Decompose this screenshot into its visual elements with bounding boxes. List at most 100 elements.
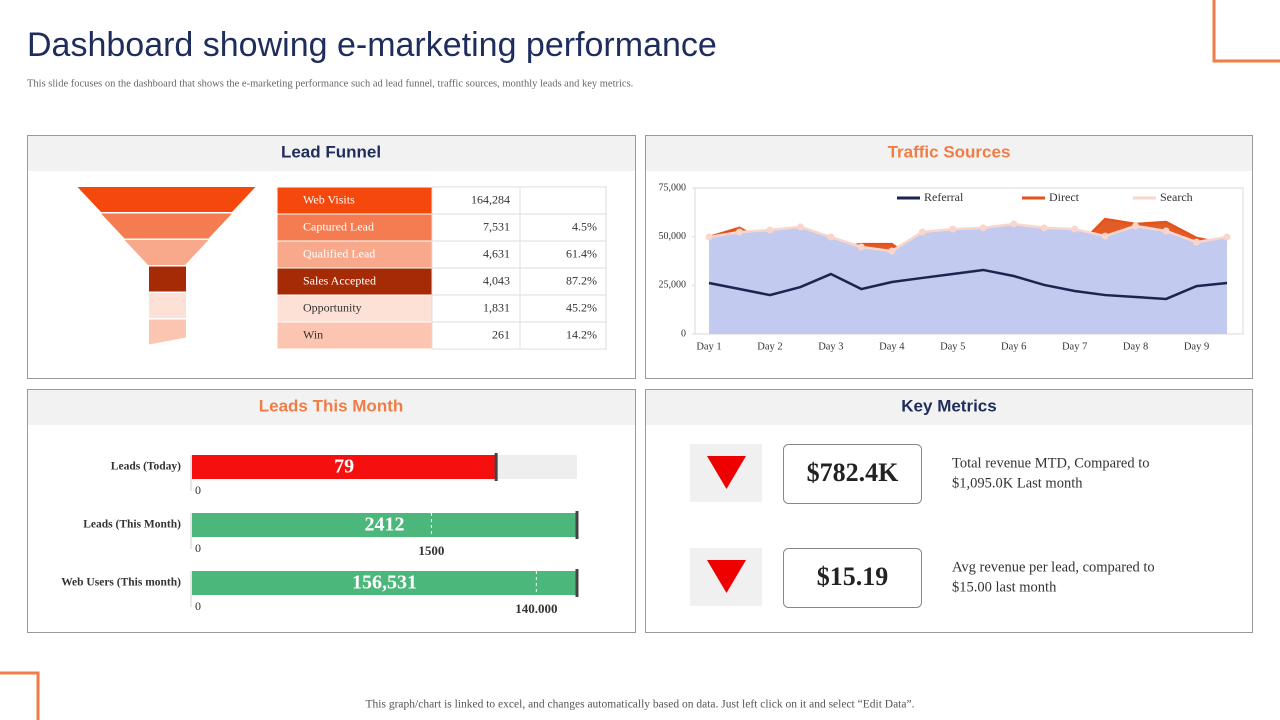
series-marker — [1193, 238, 1201, 246]
x-tick-label: Day 2 — [757, 341, 782, 352]
series-marker — [827, 233, 835, 241]
y-tick-label: 50,000 — [659, 231, 687, 242]
table-cell — [276, 321, 433, 350]
panel-frame — [27, 389, 636, 633]
row-label: Win — [303, 327, 323, 341]
x-tick-label: Day 6 — [1001, 341, 1026, 352]
gauge-label: Leads (This Month) — [83, 519, 181, 531]
row-value: 4,631 — [483, 246, 510, 260]
row-label: Opportunity — [303, 300, 362, 314]
metric-value: $15.19 — [817, 562, 889, 591]
row-percent: 87.2% — [566, 273, 597, 287]
table-cell — [276, 294, 433, 323]
series-marker — [705, 233, 713, 241]
corner-decoration — [0, 671, 40, 720]
panel-title: Key Metrics — [901, 396, 996, 415]
gauge-bar — [192, 455, 497, 479]
row-percent: 4.5% — [572, 219, 597, 233]
gauge-min: 0 — [195, 483, 201, 497]
table-cell — [519, 294, 607, 323]
row-value: 261 — [492, 327, 510, 341]
metric-description: Avg revenue per lead, compared to — [952, 559, 1155, 575]
gauge-bar — [192, 571, 577, 595]
legend-label: Direct — [1049, 190, 1080, 204]
x-tick-label: Day 7 — [1062, 341, 1087, 352]
funnel-segment — [124, 240, 209, 265]
gauge-end-marker — [575, 569, 579, 597]
table-cell — [431, 240, 521, 269]
series-marker — [1162, 227, 1170, 235]
gauge-target-label: 140.000 — [515, 601, 557, 616]
gauge-min: 0 — [195, 599, 201, 613]
row-label: Captured Lead — [303, 219, 374, 233]
table-cell — [519, 321, 607, 350]
series-marker — [1040, 224, 1048, 232]
subtitle: This slide focuses on the dashboard that… — [27, 78, 633, 89]
gauge-end-marker — [494, 453, 498, 481]
panel-header — [646, 390, 1252, 425]
table-cell — [519, 240, 607, 269]
gauge-min: 0 — [195, 541, 201, 555]
table-cell — [519, 213, 607, 242]
row-percent: 14.2% — [566, 327, 597, 341]
table-cell — [431, 213, 521, 242]
table-cell — [519, 267, 607, 296]
funnel-segment — [77, 187, 256, 212]
row-value: 7,531 — [483, 219, 510, 233]
down-arrow-icon — [707, 456, 746, 489]
panel-title: Traffic Sources — [888, 142, 1011, 161]
x-tick-label: Day 3 — [818, 341, 843, 352]
gauge-value: 79 — [334, 456, 354, 478]
x-tick-label: Day 5 — [940, 341, 965, 352]
series-marker — [1010, 220, 1018, 228]
funnel-segment — [149, 319, 186, 345]
series-marker — [1071, 225, 1079, 233]
footer: This graph/chart is linked to excel, and… — [366, 699, 915, 711]
series-marker — [949, 225, 957, 233]
series-marker — [1101, 232, 1109, 240]
x-tick-label: Day 4 — [879, 341, 905, 352]
metric-value-box — [783, 444, 922, 504]
series-marker — [735, 228, 743, 236]
series-marker — [1132, 222, 1140, 230]
series-marker — [1223, 233, 1231, 241]
gauge-label: Leads (Today) — [111, 461, 181, 473]
series-area — [709, 224, 1227, 334]
gauge-target-label: 1500 — [418, 543, 444, 558]
panel: Leads This Month — [27, 389, 636, 633]
row-label: Sales Accepted — [303, 273, 376, 287]
corner-decoration — [1212, 0, 1280, 63]
gauge-end-marker — [575, 511, 579, 539]
panel-title: Leads This Month — [259, 396, 404, 415]
row-value: 164,284 — [471, 192, 510, 206]
table-cell — [276, 267, 433, 296]
funnel-segment — [149, 293, 186, 318]
series-marker — [766, 226, 774, 234]
metric-value: $782.4K — [807, 458, 900, 487]
table-cell — [276, 213, 433, 242]
table-cell — [431, 321, 521, 350]
gauge-bar — [192, 513, 577, 537]
panel-header — [646, 136, 1252, 171]
row-label: Qualified Lead — [303, 246, 375, 260]
row-percent: 61.4% — [566, 246, 597, 260]
row-percent: 45.2% — [566, 300, 597, 314]
funnel-segment — [101, 213, 232, 239]
y-tick-label: 25,000 — [659, 280, 687, 291]
funnel-segment — [149, 266, 186, 292]
x-tick-label: Day 8 — [1123, 341, 1148, 352]
metric-value-box — [783, 548, 922, 608]
series-line — [708, 268, 1228, 301]
series-marker — [857, 243, 865, 251]
series-marker — [888, 247, 896, 255]
series-marker — [796, 223, 804, 231]
series-line — [708, 222, 1228, 253]
table-cell — [519, 186, 607, 215]
series-marker — [918, 228, 926, 236]
gauge-label: Web Users (This month) — [61, 577, 181, 589]
series-marker — [979, 224, 987, 232]
x-tick-label: Day 1 — [696, 341, 721, 352]
x-tick-label: Day 9 — [1184, 341, 1209, 352]
y-tick-label: 75,000 — [659, 182, 687, 193]
gauge-value: 2412 — [365, 514, 405, 536]
